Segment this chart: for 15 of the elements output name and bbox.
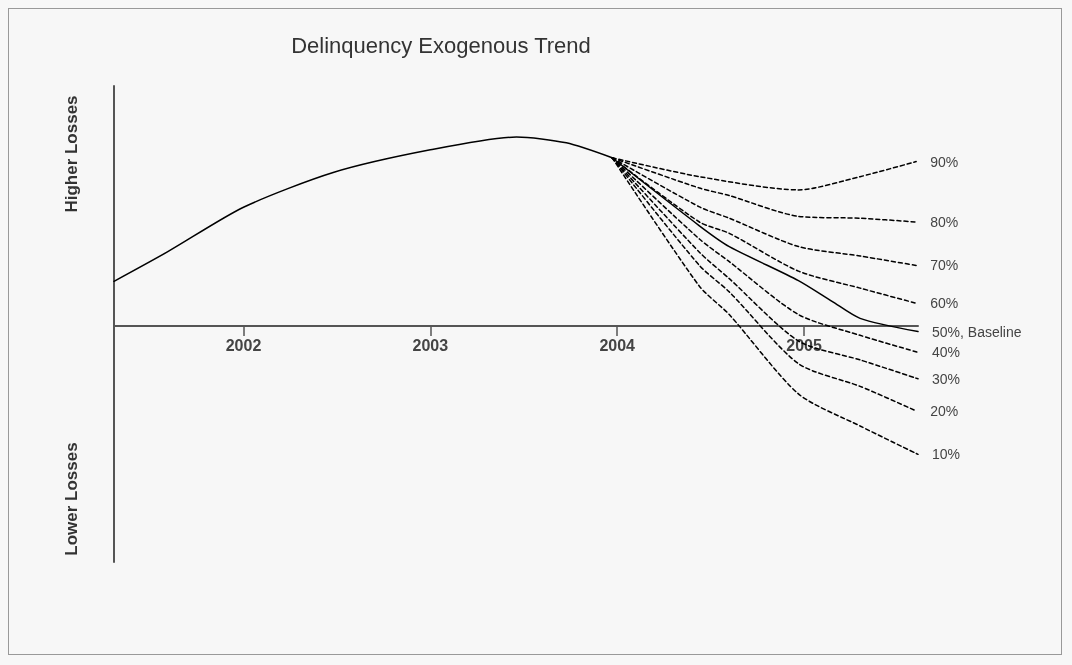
series-label: 70% bbox=[930, 257, 959, 274]
series-label: 30% bbox=[932, 370, 961, 387]
x-tick-label: 2003 bbox=[412, 337, 449, 355]
series-label: 90% bbox=[930, 153, 959, 170]
series-label: 50%, Baseline bbox=[932, 323, 1022, 340]
x-tick-label: 2004 bbox=[599, 337, 636, 355]
y-axis-title: Higher Losses bbox=[61, 95, 81, 213]
series-label: 10% bbox=[932, 446, 961, 463]
series-label: 40% bbox=[932, 344, 961, 361]
series-label: 80% bbox=[930, 214, 959, 230]
series-label: 60% bbox=[930, 295, 959, 312]
series-label: 20% bbox=[930, 402, 959, 419]
x-tick-label: 2002 bbox=[225, 337, 262, 355]
text: Lower Losses bbox=[61, 442, 81, 556]
chart-title: Delinquency Exogenous Trend bbox=[291, 32, 591, 58]
